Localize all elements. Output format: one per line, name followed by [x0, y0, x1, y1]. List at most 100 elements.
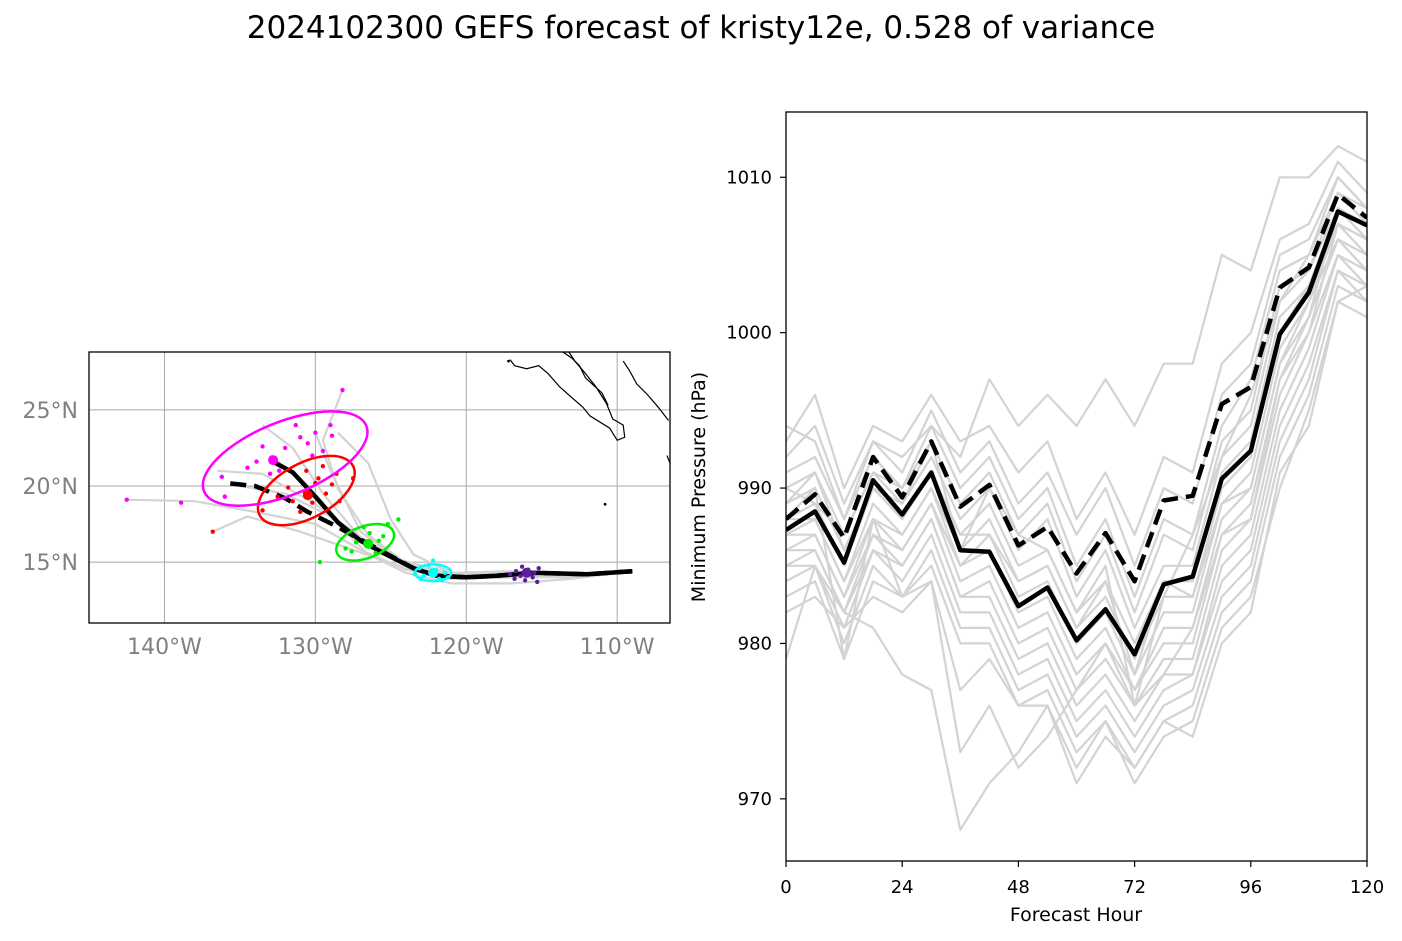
member-position-dot [513, 569, 519, 574]
ensemble-pressure-line [786, 191, 1367, 598]
ensemble-pressure-line [786, 222, 1367, 676]
mean-pressure-solid [786, 209, 1367, 657]
member-position-dot [317, 559, 323, 565]
map-y-tick-label: 15°N [23, 551, 78, 576]
pressure-y-ticks: 970 980 990 1000 1010 [726, 167, 786, 810]
member-position-dot [518, 573, 523, 579]
member-position-dot [430, 558, 436, 563]
member-position-dot [219, 474, 224, 480]
member-position-dot [313, 430, 318, 435]
uncertainty-ellipse [413, 563, 453, 583]
map-grid [89, 352, 670, 623]
member-position-dot [275, 494, 280, 499]
member-position-dot [293, 422, 298, 428]
member-position-dot [276, 468, 282, 473]
member-position-dot [349, 549, 354, 554]
map-y-tick-label: 20°N [23, 475, 78, 500]
member-position-dot [530, 575, 535, 580]
member-position-dot [305, 441, 311, 446]
pressure-x-ticks: 0 24 48 72 96 120 [780, 861, 1384, 898]
map-longitude-labels: 140°W 130°W 120°W 110°W [127, 635, 655, 660]
map-frame [88, 351, 671, 624]
member-position-dot [298, 509, 303, 515]
ensemble-pressure-line [786, 238, 1367, 692]
member-position-dot [245, 465, 250, 470]
x-tick-label: 96 [1239, 877, 1262, 898]
member-position-dot [286, 485, 291, 490]
ensemble-pressure-line [786, 253, 1367, 723]
uncertainty-ellipse [256, 454, 356, 527]
y-tick-label: 980 [738, 633, 772, 654]
ensemble-pressure-line [786, 207, 1367, 676]
ensemble-pressure-line [786, 160, 1367, 536]
ensemble-pressure-line [786, 269, 1367, 738]
member-position-dot [376, 538, 381, 543]
track-map: 140°W 130°W 120°W 110°W 15°N 20°N 25°N [23, 351, 671, 660]
member-position-dot [316, 476, 321, 481]
ensemble-track [337, 431, 633, 579]
member-position-dot [124, 497, 129, 502]
y-axis-label: Minimum Pressure (hPa) [688, 372, 710, 602]
y-tick-label: 990 [738, 478, 772, 499]
ensemble-pressure-line [786, 238, 1367, 692]
map-y-tick-label: 25°N [23, 399, 78, 424]
ensemble-pressure-line [786, 284, 1367, 769]
uncertainty-ellipse [335, 522, 396, 562]
member-position-dot [343, 546, 348, 551]
mean-position-marker [363, 538, 374, 549]
member-position-dot [329, 482, 335, 487]
coastline-segment [622, 360, 669, 421]
member-position-dot [320, 463, 326, 469]
map-latitude-labels: 15°N 20°N 25°N [23, 399, 78, 576]
forecast-position-clusters [124, 387, 541, 585]
member-position-dot [522, 578, 528, 583]
member-position-dot [512, 576, 517, 582]
map-x-tick-label: 140°W [127, 635, 202, 660]
map-x-tick-label: 110°W [580, 635, 655, 660]
figure-title: 2024102300 GEFS forecast of kristy12e, 0… [246, 10, 1156, 46]
mean-position-marker [268, 455, 279, 466]
member-position-dot [290, 499, 295, 504]
member-position-dot [536, 565, 541, 571]
y-tick-label: 970 [738, 789, 772, 810]
member-position-dot [282, 445, 288, 451]
map-x-tick-label: 120°W [429, 635, 504, 660]
member-position-dot [267, 471, 273, 476]
mean-pressure-lines [786, 192, 1367, 657]
x-tick-label: 120 [1350, 877, 1384, 898]
member-position-dot [210, 529, 215, 534]
mean-position-marker [302, 490, 313, 501]
member-position-dot [519, 564, 525, 569]
coastline-segment [562, 352, 609, 406]
pressure-chart: 0 24 48 72 96 120 970 980 990 1000 1010 Forecast … [688, 111, 1384, 926]
ensemble-pressure-line [786, 222, 1367, 769]
x-tick-label: 24 [891, 877, 914, 898]
coastline-segment [509, 352, 626, 442]
mean-position-marker [521, 567, 532, 578]
ensemble-pressure-line [786, 145, 1367, 521]
member-position-dot [304, 468, 309, 473]
member-position-dot [381, 534, 386, 539]
member-position-dot [320, 448, 326, 454]
x-tick-label: 0 [780, 877, 791, 898]
member-position-dot [535, 579, 540, 585]
pressure-frame [785, 111, 1368, 862]
member-position-dot [329, 433, 335, 438]
member-position-dot [222, 494, 228, 499]
x-axis-label: Forecast Hour [1010, 904, 1142, 926]
member-position-dot [298, 435, 303, 440]
ensemble-pressure-line [786, 176, 1367, 567]
member-position-dot [421, 573, 427, 579]
member-position-dot [310, 500, 315, 505]
ensemble-pressure-lines [786, 145, 1367, 832]
y-tick-label: 1010 [726, 167, 772, 188]
member-position-dot [260, 444, 265, 449]
member-position-dot [396, 517, 401, 522]
member-position-dot [340, 387, 345, 393]
uncertainty-ellipse [201, 410, 369, 507]
x-tick-label: 72 [1123, 877, 1146, 898]
member-position-dot [442, 570, 448, 575]
member-position-dot [328, 422, 333, 428]
ensemble-pressure-line [786, 269, 1367, 754]
